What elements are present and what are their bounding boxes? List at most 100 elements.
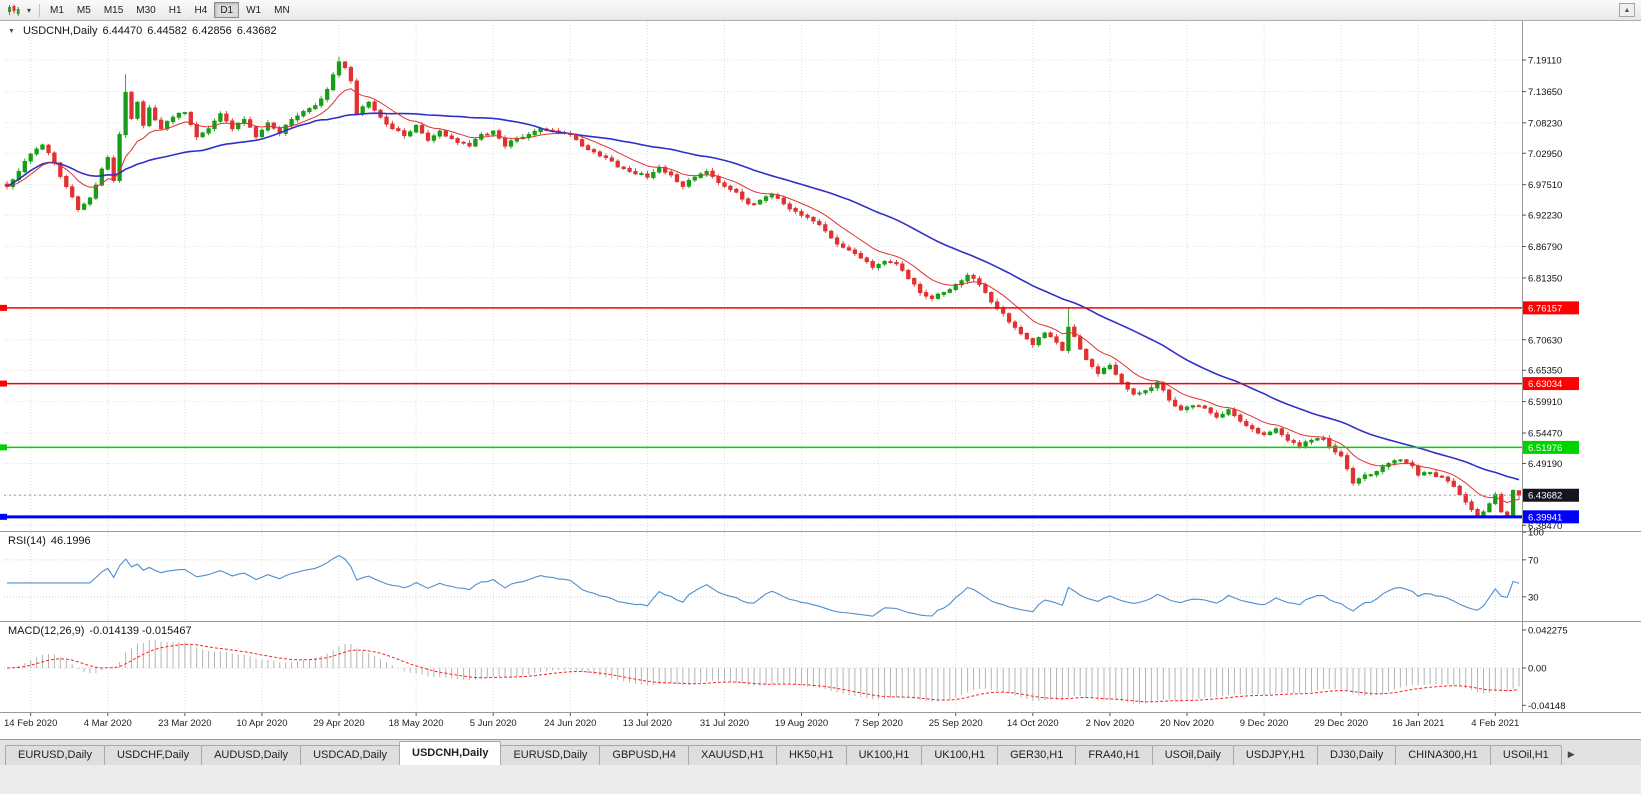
chart-tab-usoil-h1[interactable]: USOil,H1 <box>1489 745 1562 765</box>
chart-tab-bar: EURUSD,Daily USDCHF,Daily AUDUSD,Daily USDC… <box>0 739 1641 765</box>
level-line-handle[interactable] <box>0 304 7 311</box>
tab-scroll-right-button[interactable]: ▶ <box>1567 749 1575 759</box>
chart-tab-dj30-daily[interactable]: DJ30,Daily <box>1317 745 1397 765</box>
timeframe-button-h4[interactable]: H4 <box>194 4 208 16</box>
chart-tab-china300-h1[interactable]: CHINA300,H1 <box>1395 745 1491 765</box>
timeframe-button-m5[interactable]: M5 <box>76 4 91 16</box>
svg-text:100: 100 <box>1528 528 1544 539</box>
chart-tab-audusd-daily[interactable]: AUDUSD,Daily <box>201 745 302 765</box>
chart-tab-fra40-h1[interactable]: FRA40,H1 <box>1075 745 1153 765</box>
svg-text:6.38470: 6.38470 <box>1528 521 1562 532</box>
svg-text:0.042275: 0.042275 <box>1528 625 1568 636</box>
timeframe-button-m1[interactable]: M1 <box>50 4 64 16</box>
svg-text:2 Nov 2020: 2 Nov 2020 <box>1086 718 1135 729</box>
chart-tab-usdjpy-h1[interactable]: USDJPY,H1 <box>1232 745 1319 765</box>
svg-text:-0.04148: -0.04148 <box>1528 701 1566 712</box>
svg-text:7 Sep 2020: 7 Sep 2020 <box>854 718 903 729</box>
svg-text:24 Jun 2020: 24 Jun 2020 <box>544 718 596 729</box>
svg-text:7.08230: 7.08230 <box>1528 118 1562 129</box>
svg-text:4 Mar 2020: 4 Mar 2020 <box>84 718 132 729</box>
svg-text:7.02950: 7.02950 <box>1528 149 1562 160</box>
svg-text:5 Jun 2020: 5 Jun 2020 <box>470 718 517 729</box>
level-line-handle[interactable] <box>0 380 7 387</box>
ma-fast-line <box>6 88 1520 504</box>
price-axis[interactable]: 7.19110 7.13650 7.08230 7.02950 6.97510 6.922… <box>1522 56 1562 532</box>
svg-text:19 Aug 2020: 19 Aug 2020 <box>775 718 828 729</box>
svg-text:6.76157: 6.76157 <box>1528 303 1562 314</box>
svg-text:14 Oct 2020: 14 Oct 2020 <box>1007 718 1059 729</box>
svg-text:6.92230: 6.92230 <box>1528 211 1562 222</box>
timeframe-button-w1[interactable]: W1 <box>246 4 262 16</box>
chart-tab-uk100-h1[interactable]: UK100,H1 <box>921 745 999 765</box>
chart-tab-ger30-h1[interactable]: GER30,H1 <box>997 745 1077 765</box>
rsi-line <box>7 554 1520 617</box>
svg-text:6.49190: 6.49190 <box>1528 459 1562 470</box>
svg-text:6.81350: 6.81350 <box>1528 273 1562 284</box>
svg-text:25 Sep 2020: 25 Sep 2020 <box>929 718 983 729</box>
chart-tabs: EURUSD,Daily USDCHF,Daily AUDUSD,Daily USDC… <box>5 741 1562 765</box>
timeframe-button-h1[interactable]: H1 <box>168 4 182 16</box>
level-line-handle[interactable] <box>0 513 7 520</box>
ma-slow-line <box>6 112 1520 481</box>
arrow-up-icon: ▲ <box>1623 6 1631 14</box>
vertical-gridlines <box>30 22 1496 713</box>
timeframe-button-d1[interactable]: D1 <box>214 2 240 18</box>
svg-text:29 Apr 2020: 29 Apr 2020 <box>313 718 364 729</box>
svg-text:6.59910: 6.59910 <box>1528 397 1562 408</box>
chart-tab-eurusd-daily[interactable]: EURUSD,Daily <box>500 745 601 765</box>
level-line-handle[interactable] <box>0 444 7 451</box>
chart-tab-uk100-h1[interactable]: UK100,H1 <box>845 745 923 765</box>
svg-text:13 Jul 2020: 13 Jul 2020 <box>623 718 672 729</box>
svg-text:7.19110: 7.19110 <box>1528 56 1562 67</box>
current-price-badge <box>1523 488 1579 502</box>
chart-background <box>0 21 1641 734</box>
macd-axis[interactable]: 0.042275 0.00 -0.04148 <box>1522 625 1568 712</box>
time-axis[interactable]: 14 Feb 2020 4 Mar 2020 23 Mar 2020 10 Apr 2… <box>4 713 1519 729</box>
toolbar-separator <box>39 3 40 17</box>
timeframe-button-m15[interactable]: M15 <box>103 4 124 16</box>
chart-tab-xauusd-h1[interactable]: XAUUSD,H1 <box>687 745 777 765</box>
chart-tab-usdcnh-daily[interactable]: USDCNH,Daily <box>399 741 502 765</box>
macd-histogram <box>12 640 1520 704</box>
svg-text:31 Jul 2020: 31 Jul 2020 <box>700 718 749 729</box>
svg-text:6.51976: 6.51976 <box>1528 443 1562 454</box>
level-6.63034-badge <box>1523 377 1579 391</box>
svg-text:16 Jan 2021: 16 Jan 2021 <box>1392 718 1444 729</box>
svg-text:0.00: 0.00 <box>1528 664 1547 675</box>
timeframe-button-mn[interactable]: MN <box>274 4 290 16</box>
chart-tab-usdchf-daily[interactable]: USDCHF,Daily <box>103 745 203 765</box>
svg-text:6.70630: 6.70630 <box>1528 335 1562 346</box>
svg-text:29 Dec 2020: 29 Dec 2020 <box>1314 718 1368 729</box>
svg-text:10 Apr 2020: 10 Apr 2020 <box>236 718 287 729</box>
svg-text:18 May 2020: 18 May 2020 <box>389 718 444 729</box>
horizontal-gridlines <box>4 59 1522 526</box>
macd-signal-line <box>6 643 1520 703</box>
rsi-axis[interactable]: 100 70 30 <box>1522 528 1544 604</box>
timeframe-buttons: M1 M5 M15 M30 H1 H4 D1 W1 MN <box>44 2 297 18</box>
chart-canvas[interactable]: 7.19110 7.13650 7.08230 7.02950 6.97510 6.922… <box>0 21 1641 734</box>
level-6.51976-badge <box>1523 440 1579 454</box>
scroll-up-button[interactable]: ▲ <box>1619 3 1635 17</box>
chart-tab-eurusd-daily[interactable]: EURUSD,Daily <box>5 745 105 765</box>
svg-text:20 Nov 2020: 20 Nov 2020 <box>1160 718 1214 729</box>
svg-text:6.86790: 6.86790 <box>1528 242 1562 253</box>
chevron-down-icon: ▾ <box>26 5 31 15</box>
svg-text:6.43682: 6.43682 <box>1528 491 1562 502</box>
chart-tab-gbpusd-h4[interactable]: GBPUSD,H4 <box>599 745 689 765</box>
svg-text:6.54470: 6.54470 <box>1528 428 1562 439</box>
svg-text:70: 70 <box>1528 555 1539 566</box>
window-background <box>0 765 1641 794</box>
level-6.39941-badge <box>1523 510 1579 524</box>
svg-text:6.63034: 6.63034 <box>1528 379 1562 390</box>
chart-window: 7.19110 7.13650 7.08230 7.02950 6.97510 6.922… <box>0 21 1641 739</box>
timeframe-button-m30[interactable]: M30 <box>136 4 156 16</box>
chart-tab-usdcad-daily[interactable]: USDCAD,Daily <box>300 745 401 765</box>
svg-text:6.39941: 6.39941 <box>1528 512 1562 523</box>
chart-type-dropdown-button[interactable]: ▾ <box>23 2 35 19</box>
svg-text:7.13650: 7.13650 <box>1528 87 1562 98</box>
svg-text:23 Mar 2020: 23 Mar 2020 <box>158 718 211 729</box>
chart-tab-hk50-h1[interactable]: HK50,H1 <box>775 745 847 765</box>
candlestick-chart-icon <box>7 4 20 16</box>
chart-tab-usoil-daily[interactable]: USOil,Daily <box>1151 745 1234 765</box>
chart-button[interactable] <box>3 2 23 19</box>
